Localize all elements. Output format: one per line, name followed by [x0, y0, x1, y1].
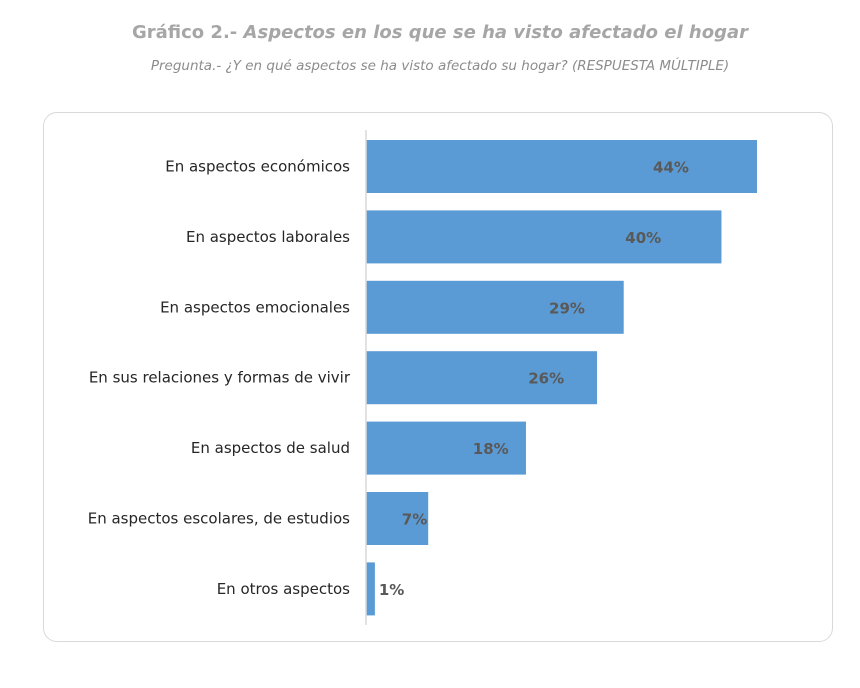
- bar: [366, 210, 722, 264]
- data-label: 18%: [473, 440, 509, 458]
- bar: [366, 280, 624, 334]
- category-label: En aspectos laborales: [186, 228, 350, 246]
- bar: [366, 421, 526, 475]
- bar: [366, 492, 429, 545]
- data-label: 40%: [625, 229, 661, 247]
- data-label: 26%: [528, 370, 564, 388]
- chart-subtitle: Pregunta.- ¿Y en qué aspectos se ha vist…: [150, 58, 730, 74]
- category-label: En aspectos económicos: [165, 158, 350, 176]
- category-label: En aspectos de salud: [191, 439, 350, 457]
- category-label: En aspectos emocionales: [160, 298, 350, 316]
- category-label: En sus relaciones y formas de vivir: [89, 369, 351, 387]
- bar: [366, 562, 375, 616]
- data-label: 29%: [549, 299, 585, 317]
- data-label: 7%: [402, 511, 427, 529]
- data-label: 44%: [653, 159, 689, 177]
- category-label: En otros aspectos: [217, 580, 350, 598]
- bar: [366, 351, 598, 405]
- chart-frame: [43, 112, 833, 642]
- title-prefix: Gráfico 2.-: [131, 22, 238, 43]
- chart-title: Gráfico 2.- Aspectos en los que se ha vi…: [0, 22, 860, 43]
- category-label: En aspectos escolares, de estudios: [88, 510, 350, 528]
- bar: [366, 140, 757, 193]
- title-main: Aspectos en los que se ha visto afectado…: [243, 22, 749, 43]
- data-label: 1%: [379, 581, 404, 599]
